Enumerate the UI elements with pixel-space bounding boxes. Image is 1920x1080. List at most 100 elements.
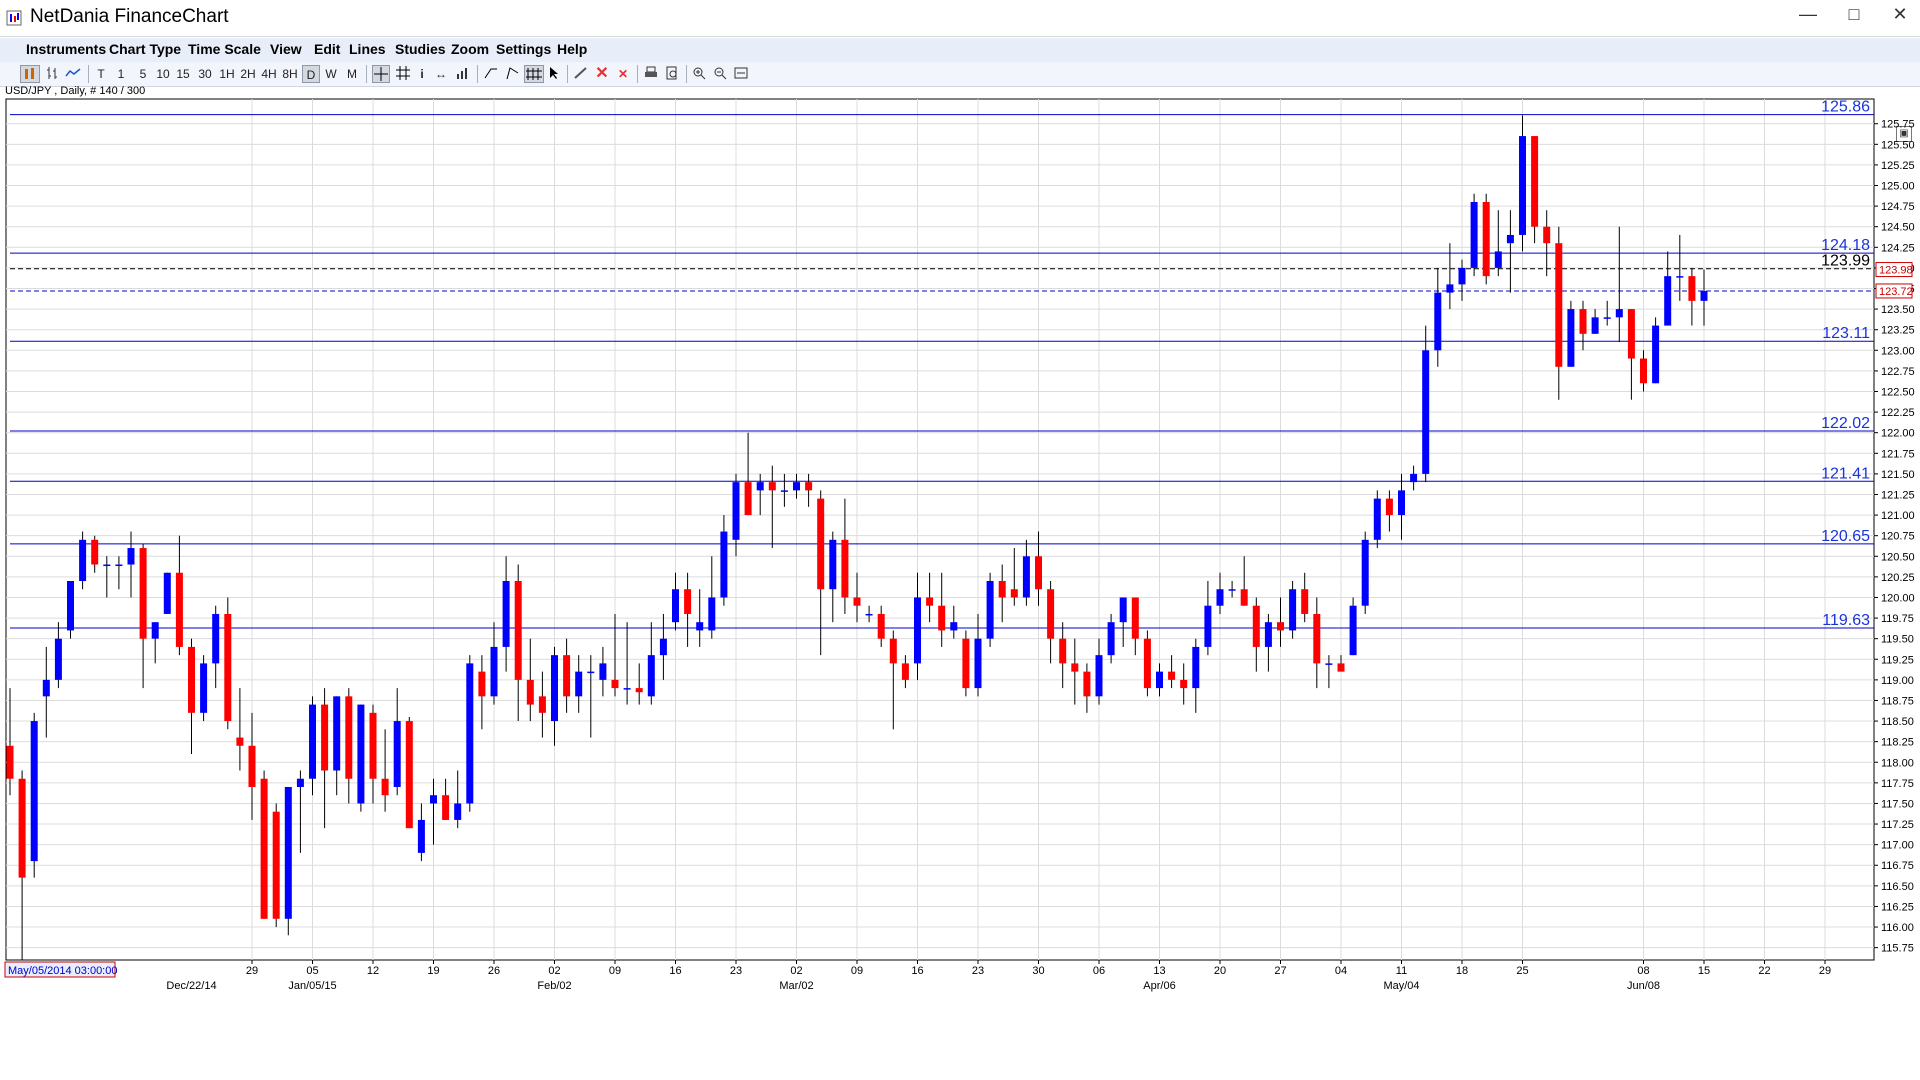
candle-body[interactable] [780, 490, 788, 492]
candle-body[interactable] [417, 819, 425, 853]
candle-body[interactable] [1410, 473, 1418, 483]
menu-help[interactable]: Help [557, 41, 588, 57]
candle-body[interactable] [139, 548, 147, 639]
candle-body[interactable] [466, 663, 474, 804]
candle-body[interactable] [1434, 292, 1442, 351]
candle-body[interactable] [345, 696, 353, 779]
candle-body[interactable] [188, 646, 195, 713]
print-icon[interactable] [642, 65, 660, 83]
candle-body[interactable] [962, 638, 970, 689]
pen-icon[interactable] [572, 65, 590, 83]
candle-body[interactable] [1555, 243, 1563, 367]
candle-body[interactable] [575, 671, 583, 697]
candle-body[interactable] [684, 589, 692, 614]
candle-body[interactable] [224, 613, 232, 722]
candle-body[interactable] [163, 572, 171, 614]
candle-body[interactable] [1640, 358, 1647, 384]
timescale-8h[interactable]: 8H [282, 67, 298, 81]
candle-body[interactable] [1603, 317, 1611, 319]
timescale-5[interactable]: 5 [139, 67, 147, 81]
candle-body[interactable] [1240, 589, 1248, 606]
candle-body[interactable] [841, 539, 849, 598]
candle-body[interactable] [926, 597, 934, 606]
candle-body[interactable] [817, 498, 825, 590]
candle-body[interactable] [430, 795, 437, 804]
delete-icon[interactable]: ✕ [595, 65, 609, 82]
candle-body[interactable] [1458, 267, 1466, 285]
grid-icon[interactable] [394, 65, 412, 83]
candle-body[interactable] [1071, 663, 1079, 672]
candle-body[interactable] [454, 803, 462, 820]
trend-icon[interactable] [503, 65, 521, 83]
candle-body[interactable] [91, 539, 99, 565]
candle-body[interactable] [998, 580, 1006, 598]
maximize-icon[interactable]: □ [1848, 4, 1860, 24]
bar-icon[interactable] [44, 65, 60, 83]
candle-body[interactable] [1301, 589, 1309, 614]
minimize-icon[interactable]: — [1799, 4, 1817, 24]
candle-body[interactable] [950, 622, 958, 631]
candle-body[interactable] [260, 778, 268, 919]
candlestick-icon[interactable] [20, 65, 40, 83]
arrows-icon[interactable]: ↔ [435, 67, 447, 81]
candle-body[interactable] [67, 580, 74, 631]
candle-body[interactable] [1506, 234, 1514, 244]
candle-body[interactable] [986, 580, 994, 639]
candle-body[interactable] [1531, 136, 1539, 227]
candle-body[interactable] [611, 679, 619, 689]
candle-body[interactable] [805, 482, 813, 491]
timescale-1h[interactable]: 1H [219, 67, 235, 81]
menu-settings[interactable]: Settings [496, 41, 552, 57]
timescale-10[interactable]: 10 [156, 67, 170, 81]
candle-body[interactable] [369, 712, 377, 779]
print-preview-icon[interactable] [663, 65, 681, 83]
candle-body[interactable] [659, 638, 667, 656]
candle-body[interactable] [708, 597, 716, 631]
candle-body[interactable] [1676, 276, 1684, 278]
fibonacci-icon[interactable] [524, 65, 544, 83]
candle-body[interactable] [54, 638, 62, 680]
candle-body[interactable] [405, 721, 413, 829]
candle-body[interactable] [381, 778, 389, 796]
menu-studies[interactable]: Studies [395, 41, 446, 57]
candle-body[interactable] [865, 613, 873, 616]
candle-body[interactable] [1289, 589, 1297, 631]
timescale-2h[interactable]: 2H [240, 67, 256, 81]
candle-body[interactable] [1204, 605, 1212, 647]
candle-body[interactable] [1180, 679, 1188, 689]
candle-body[interactable] [829, 539, 837, 590]
timescale-1[interactable]: 1 [117, 67, 125, 81]
candle-body[interactable] [1579, 309, 1587, 334]
candle-body[interactable] [635, 688, 643, 693]
candle-body[interactable] [1277, 622, 1284, 631]
candle-body[interactable] [1095, 655, 1103, 697]
candle-body[interactable] [1325, 663, 1333, 665]
crosshair-icon[interactable] [372, 65, 390, 83]
zoom-fit-icon[interactable] [732, 65, 750, 83]
menu-lines[interactable]: Lines [349, 41, 386, 57]
menu-time-scale[interactable]: Time Scale [188, 41, 261, 57]
candle-body[interactable] [1664, 276, 1672, 326]
candle-body[interactable] [1216, 589, 1224, 606]
candle-body[interactable] [1035, 556, 1042, 590]
candle-body[interactable] [272, 811, 280, 919]
candle-body[interactable] [309, 704, 316, 779]
menu-zoom[interactable]: Zoom [451, 41, 490, 57]
candle-body[interactable] [587, 671, 595, 674]
candle-body[interactable] [1131, 597, 1139, 639]
candle-body[interactable] [1543, 226, 1551, 244]
candle-body[interactable] [1059, 638, 1067, 664]
candle-body[interactable] [538, 696, 546, 713]
menu-chart-type[interactable]: Chart Type [109, 41, 182, 57]
timescale-d[interactable]: D [302, 65, 320, 83]
zoom-out-icon[interactable] [711, 65, 729, 83]
candle-body[interactable] [647, 655, 655, 697]
timescale-t[interactable]: T [97, 67, 105, 81]
menu-instruments[interactable]: Instruments [26, 41, 107, 57]
candle-body[interactable] [248, 745, 256, 787]
candle-body[interactable] [1688, 276, 1696, 301]
candle-body[interactable] [1168, 671, 1176, 680]
timescale-w[interactable]: W [325, 67, 337, 81]
candle-body[interactable] [236, 737, 244, 746]
candle-body[interactable] [720, 531, 728, 598]
